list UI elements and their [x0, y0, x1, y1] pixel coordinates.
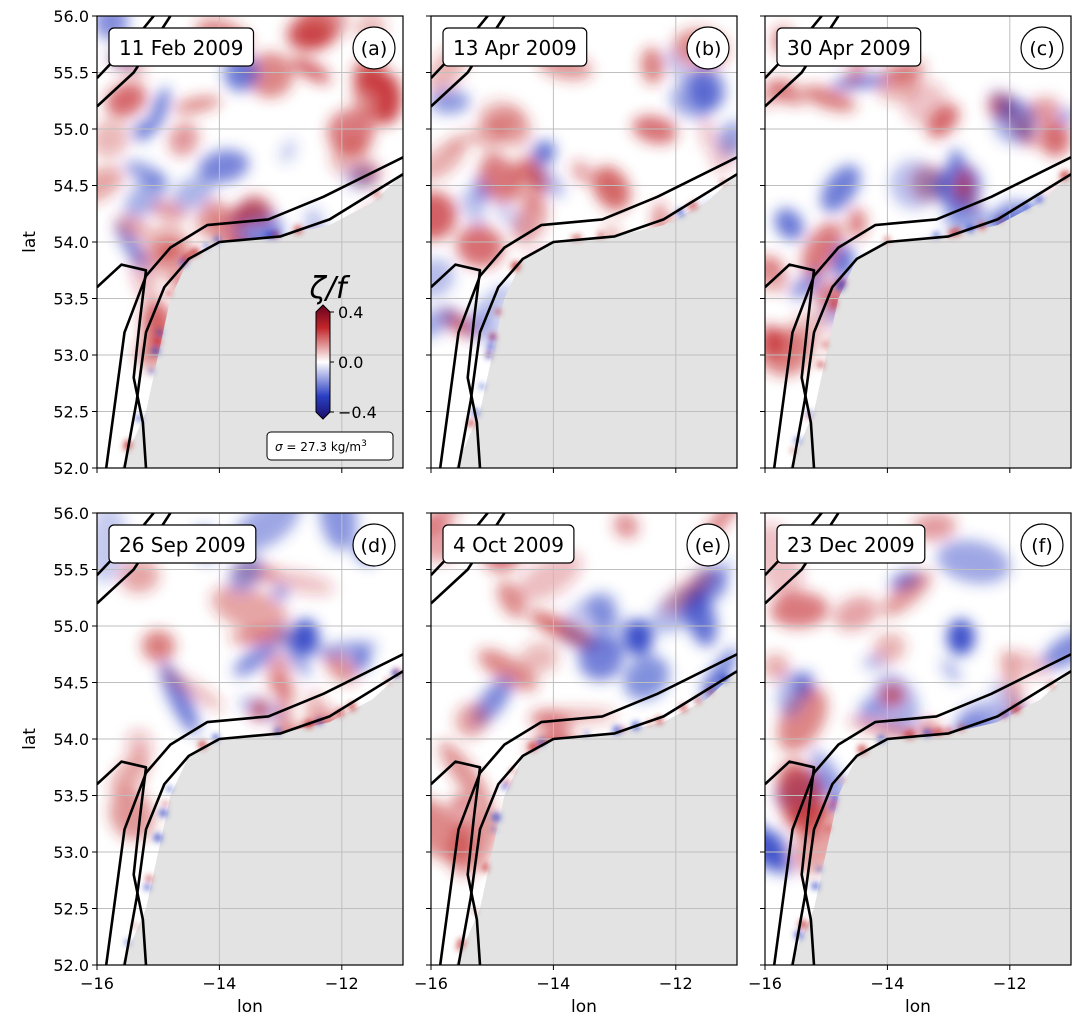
svg-text:(b): (b): [695, 38, 722, 60]
svg-text:σ = 27.3 kg/m3: σ = 27.3 kg/m3: [275, 439, 367, 454]
svg-text:23 Dec 2009: 23 Dec 2009: [787, 533, 915, 557]
land-mask: [789, 174, 1071, 468]
svg-text:4 Oct 2009: 4 Oct 2009: [453, 533, 564, 557]
y-tick-label: 53.5: [53, 787, 89, 806]
y-tick-label: 54.5: [53, 177, 89, 196]
colorbar-tick-label: −0.4: [338, 403, 377, 422]
y-tick-label: 52.5: [53, 403, 89, 422]
x-tick-label: −12: [325, 974, 359, 993]
x-axis-label: lon: [571, 997, 597, 1017]
colorbar-tick-label: 0.0: [338, 353, 363, 372]
x-tick-label: −16: [414, 974, 448, 993]
land-mask: [455, 174, 737, 468]
x-tick-label: −12: [993, 974, 1027, 993]
x-tick-label: −14: [203, 974, 237, 993]
y-tick-label: 53.0: [53, 346, 89, 365]
seamount-mask: [912, 947, 973, 965]
y-tick-label: 55.0: [53, 617, 89, 636]
y-tick-label: 52.0: [53, 459, 89, 478]
panel-letter: (c): [1020, 26, 1064, 70]
y-tick-label: 56.0: [53, 504, 89, 523]
panel-letter: (a): [352, 26, 396, 70]
x-tick-label: −14: [537, 974, 571, 993]
svg-text:(c): (c): [1029, 38, 1054, 60]
panels: 52.0 52.5 53.0 53.5 54.0 54.5 55.0 55.5 56.0 lat 1…: [20, 7, 1072, 1017]
y-tick-label: 52.5: [53, 900, 89, 919]
panel-letter: (e): [686, 523, 730, 567]
panel-f: −16 −14 −12 lon 23 Dec 2009 (f): [748, 512, 1072, 1017]
date-label: 13 Apr 2009: [442, 27, 588, 67]
panel-e: −16 −14 −12 lon 4 Oct 2009 (e): [414, 512, 738, 1017]
vorticity-field: [765, 16, 1071, 468]
land-mask: [121, 671, 403, 965]
vorticity-field: [431, 16, 737, 468]
x-tick-label: −16: [748, 974, 782, 993]
y-tick-label: 55.5: [53, 64, 89, 83]
svg-text:13 Apr 2009: 13 Apr 2009: [453, 36, 577, 60]
date-label: 4 Oct 2009: [442, 524, 575, 564]
panel-letter: (d): [352, 523, 396, 567]
svg-text:(f): (f): [1031, 535, 1053, 557]
svg-text:30 Apr 2009: 30 Apr 2009: [787, 36, 911, 60]
y-tick-label: 55.5: [53, 561, 89, 580]
svg-text:26 Sep 2009: 26 Sep 2009: [119, 533, 246, 557]
y-tick-label: 56.0: [53, 7, 89, 26]
panel-c: 30 Apr 2009 (c): [760, 15, 1072, 473]
y-tick-label: 53.0: [53, 843, 89, 862]
panel-b: 13 Apr 2009 (b): [426, 15, 738, 473]
y-axis-label: lat: [20, 231, 40, 253]
colorbar-tick-label: 0.4: [338, 303, 363, 322]
x-tick-label: −14: [871, 974, 905, 993]
grid-lines: [96, 15, 403, 469]
panel-letter: (f): [1020, 523, 1064, 567]
svg-text:11 Feb 2009: 11 Feb 2009: [119, 36, 243, 60]
x-axis-label: lon: [905, 997, 931, 1017]
land-mask: [455, 671, 737, 965]
seamount-mask: [578, 450, 639, 468]
seamount-mask: [912, 450, 973, 468]
date-label: 11 Feb 2009: [108, 27, 255, 67]
y-tick-label: 55.0: [53, 120, 89, 139]
panel-d: −16 −14 −12 52.0 52.5 53.0 53.5 54.0 54.5 55.0 55.…: [20, 504, 404, 1017]
y-tick-label: 54.0: [53, 730, 89, 749]
y-tick-label: 54.0: [53, 233, 89, 252]
x-axis-label: lon: [237, 997, 263, 1017]
x-tick-label: −16: [80, 974, 114, 993]
panel-letter: (b): [686, 26, 730, 70]
density-label: σ = 27.3 kg/m3: [266, 431, 394, 461]
y-tick-label: 54.5: [53, 674, 89, 693]
date-label: 30 Apr 2009: [776, 27, 922, 67]
land-mask: [121, 174, 403, 468]
x-tick-label: −12: [659, 974, 693, 993]
y-axis-label: lat: [20, 728, 40, 750]
svg-text:(d): (d): [361, 535, 388, 557]
panel-a: 52.0 52.5 53.0 53.5 54.0 54.5 55.0 55.5 56.0 lat 1…: [20, 7, 404, 478]
date-label: 26 Sep 2009: [108, 524, 257, 564]
svg-text:(e): (e): [695, 535, 722, 557]
seamount-mask: [578, 947, 639, 965]
date-label: 23 Dec 2009: [776, 524, 926, 564]
y-tick-label: 52.0: [53, 956, 89, 975]
seamount-mask: [244, 947, 305, 965]
colorbar-title: ζ/f: [309, 271, 351, 306]
y-tick-label: 53.5: [53, 290, 89, 309]
colorbar: 0.4 0.0 −0.4 ζ/f: [309, 271, 377, 422]
svg-text:(a): (a): [361, 38, 387, 60]
land-mask: [789, 671, 1071, 965]
